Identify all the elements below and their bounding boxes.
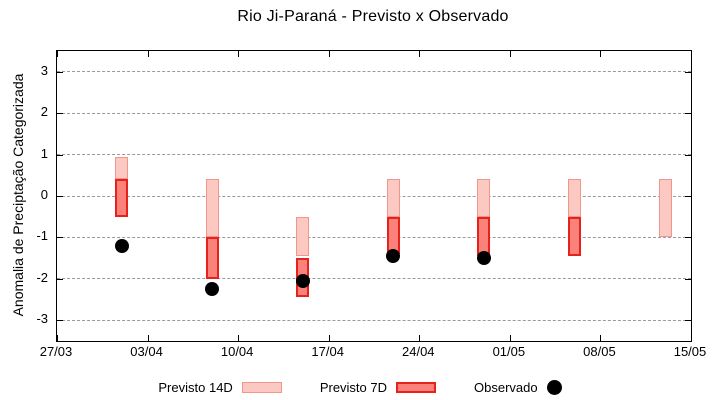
legend-item-previsto-14d: Previsto 14D <box>158 379 282 395</box>
bar-previsto-14d <box>386 179 400 217</box>
y-tick-label: -3 <box>36 311 48 327</box>
x-tick-mark-top <box>238 51 240 57</box>
x-tick-mark-top <box>328 51 330 57</box>
y-tick-label: 3 <box>40 62 48 78</box>
gridline <box>57 154 691 156</box>
x-tick-mark-bottom <box>600 335 602 341</box>
x-tick-mark-bottom <box>419 335 421 341</box>
y-tick-mark-right <box>685 320 691 322</box>
x-tick-label: 08/05 <box>583 344 616 359</box>
x-tick-label: 01/05 <box>492 344 526 359</box>
y-tick-label: 2 <box>40 104 48 120</box>
legend-observado-dot-icon <box>546 379 562 395</box>
x-tick-label: 24/04 <box>402 344 435 359</box>
x-tick-mark-top <box>600 51 602 57</box>
bar-previsto-14d <box>296 216 310 257</box>
bar-previsto-7d <box>115 179 129 217</box>
y-tick-mark-left <box>57 154 63 156</box>
y-tick-mark-right <box>685 196 691 197</box>
bar-previsto-7d <box>205 237 219 279</box>
bar-previsto-14d <box>205 179 219 238</box>
observado-dot <box>476 251 491 266</box>
gridline <box>57 236 691 238</box>
gridline <box>57 319 691 321</box>
y-tick-label: 1 <box>40 145 48 161</box>
y-tick-mark-right <box>685 237 691 239</box>
x-tick-label: 17/04 <box>311 344 344 359</box>
legend-label-previsto-14d: Previsto 14D <box>158 379 233 395</box>
legend: Previsto 14D Previsto 7D Observado <box>0 374 720 400</box>
y-tick-mark-left <box>57 237 63 239</box>
gridline <box>57 195 691 197</box>
y-tick-mark-right <box>685 71 691 73</box>
x-tick-label: 03/04 <box>130 344 163 359</box>
x-tick-mark-top <box>509 51 511 57</box>
bar-previsto-7d <box>477 216 491 257</box>
bar-previsto-14d <box>658 179 672 238</box>
y-tick-label: -1 <box>36 228 48 244</box>
x-tick-mark-bottom <box>691 335 692 341</box>
legend-swatch-previsto-14d <box>241 381 282 393</box>
y-tick-mark-right <box>685 154 691 156</box>
x-tick-mark-bottom <box>57 335 58 341</box>
legend-label-observado: Observado <box>474 379 538 395</box>
gridline <box>57 112 691 114</box>
gridline <box>57 278 691 280</box>
observado-dot <box>295 273 310 288</box>
y-tick-mark-left <box>57 113 63 115</box>
x-tick-label: 10/04 <box>220 344 254 359</box>
observado-dot <box>386 249 401 264</box>
observado-dot <box>114 238 129 253</box>
legend-swatch-previsto-7d <box>396 381 437 393</box>
bar-previsto-14d <box>568 179 582 217</box>
y-tick-mark-left <box>57 71 63 73</box>
chart-title: Rio Ji-Paraná - Previsto x Observado <box>237 8 509 25</box>
legend-label-previsto-7d: Previsto 7D <box>319 379 388 395</box>
legend-item-observado: Observado <box>474 379 562 395</box>
x-tick-mark-top <box>419 51 421 57</box>
y-tick-mark-right <box>685 278 691 280</box>
y-tick-mark-left <box>57 278 63 280</box>
y-tick-mark-left <box>57 320 63 322</box>
x-tick-mark-top <box>57 51 58 57</box>
y-tick-label: 0 <box>40 187 48 202</box>
bar-previsto-14d <box>477 179 491 217</box>
x-tick-mark-bottom <box>238 335 240 341</box>
plot-area <box>56 50 692 342</box>
x-tick-mark-bottom <box>328 335 330 341</box>
y-tick-mark-right <box>685 113 691 115</box>
observado-dot <box>205 282 220 297</box>
x-tick-label: 15/05 <box>673 344 707 359</box>
legend-item-previsto-7d: Previsto 7D <box>319 379 437 395</box>
x-tick-mark-top <box>147 51 149 57</box>
y-tick-label: -2 <box>36 269 48 285</box>
y-tick-mark-left <box>57 196 63 197</box>
bar-previsto-7d <box>568 216 582 257</box>
bar-previsto-14d <box>115 156 129 180</box>
gridline <box>57 71 691 73</box>
x-tick-mark-top <box>691 51 692 57</box>
x-tick-mark-bottom <box>509 335 511 341</box>
x-tick-mark-bottom <box>147 335 149 341</box>
x-tick-label: 27/03 <box>39 344 73 359</box>
